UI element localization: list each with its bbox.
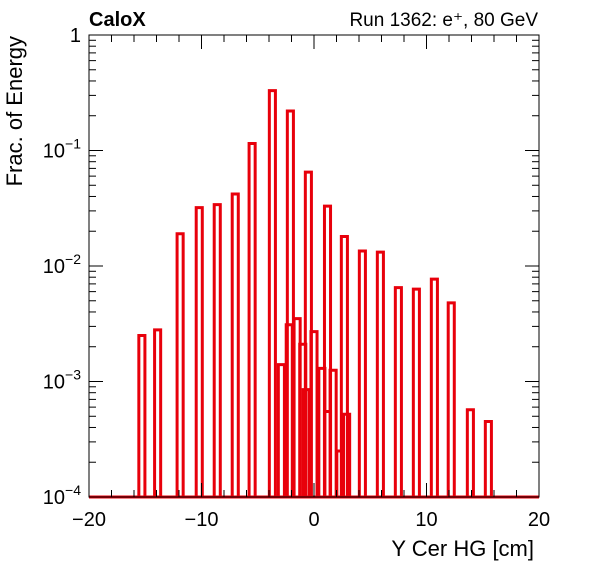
- histogram-bin-s1-4: [301, 388, 311, 497]
- header-run-label: Run 1362: e⁺, 80 GeV: [349, 10, 538, 31]
- y-tick-label-0: 1: [70, 25, 81, 47]
- axes-layer: [88, 34, 540, 498]
- histogram-bin-s0-4: [212, 203, 222, 497]
- y-tick-label--1: 10−1: [43, 136, 81, 163]
- histogram-bin-s0-18: [465, 408, 475, 497]
- histogram-bin-s0-12: [357, 249, 367, 497]
- histogram-bin-s0-13: [375, 250, 385, 497]
- labels-layer: −20 −10 0 10 20 10−4 10−3 10−2 10−1 1: [43, 25, 550, 531]
- x-tick-label-10: 10: [415, 509, 437, 531]
- histogram-bin-s0-5: [230, 192, 240, 497]
- histogram-bin-s1-10: [342, 412, 352, 497]
- histogram-bin-s1-5: [309, 330, 319, 497]
- histogram-bin-s0-8: [285, 109, 295, 497]
- histogram-bin-s0-10: [322, 204, 333, 497]
- histogram-bin-s0-2: [175, 232, 185, 497]
- histogram-bin-s0-19: [483, 420, 493, 497]
- y-tick-label--4: 10−4: [43, 482, 81, 509]
- y-tick-label--3: 10−3: [43, 367, 81, 394]
- histogram-bin-s0-1: [153, 328, 163, 497]
- histogram-bin-s0-0: [137, 334, 147, 497]
- histogram-bin-s0-16: [429, 277, 439, 497]
- histogram-bin-s1-8: [328, 368, 338, 497]
- series-layer: [89, 89, 539, 499]
- x-tick-label--10: −10: [185, 509, 219, 531]
- header-experiment-label: CaloX: [89, 9, 146, 31]
- y-tick-label--2: 10−2: [43, 251, 81, 278]
- x-tick-label-0: 0: [308, 509, 319, 531]
- histogram-bin-s1-3: [298, 342, 308, 497]
- histogram-bin-s1-1: [284, 323, 294, 497]
- x-tick-label-20: 20: [528, 509, 550, 531]
- histogram-bin-s0-11: [339, 235, 349, 497]
- histogram-bin-s0-14: [393, 286, 403, 497]
- histogram-bin-s0-7: [267, 89, 277, 497]
- histogram-bin-s0-15: [411, 287, 421, 497]
- histogram-bin-s1-0: [276, 363, 286, 497]
- x-axis-title: Y Cer HG [cm]: [391, 536, 534, 561]
- x-tick-label--20: −20: [72, 509, 106, 531]
- histogram-bin-s0-17: [446, 301, 456, 497]
- histogram-bin-s0-3: [194, 206, 204, 497]
- y-axis-title: Frac. of Energy: [2, 36, 27, 186]
- histogram-bin-s0-6: [247, 141, 257, 497]
